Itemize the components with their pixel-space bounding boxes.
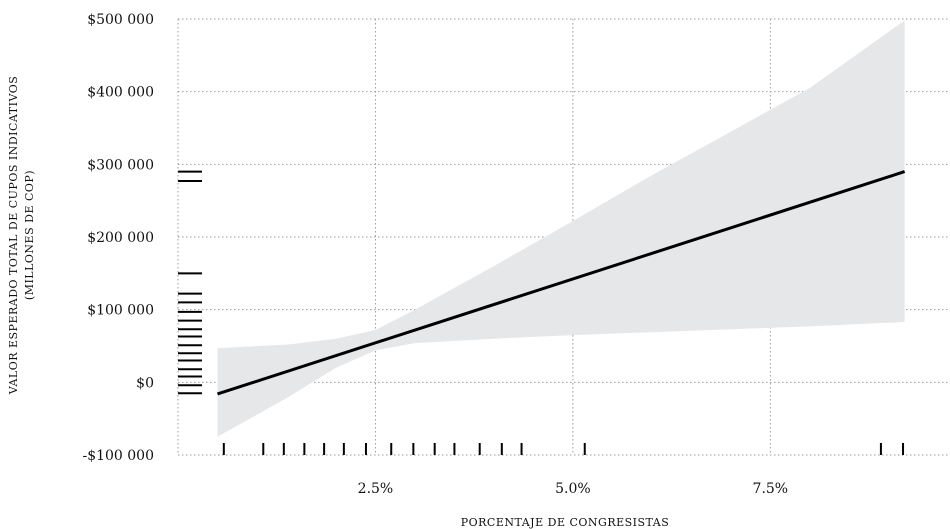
regression-line-layer	[217, 170, 906, 396]
x-axis-title: PORCENTAJE DE CONGRESISTAS	[461, 516, 670, 529]
y-axis-tick-labels: -$100 000 $0 $100 000 $200 000 $300 000 $400 …	[82, 12, 154, 464]
y-tick-label: -$100 000	[82, 448, 154, 464]
confidence-band	[217, 20, 905, 437]
x-tick-label: 2.5%	[358, 481, 394, 497]
y-tick-label: $0	[136, 375, 154, 391]
y-tick-label: $100 000	[87, 303, 154, 319]
x-axis-tick-labels: 2.5% 5.0% 7.5%	[358, 481, 788, 497]
y-tick-label: $300 000	[87, 157, 154, 173]
y-tick-label: $200 000	[87, 230, 154, 246]
rug-layer	[178, 170, 905, 455]
confidence-band-layer	[217, 20, 905, 437]
y-axis-title-line-2: (MILLONES DE COP)	[23, 170, 36, 300]
x-tick-label: 5.0%	[555, 481, 591, 497]
y-tick-label: $400 000	[87, 85, 154, 101]
y-tick-label: $500 000	[87, 12, 154, 28]
regression-line	[217, 170, 906, 396]
y-axis-title-line-1: VALOR ESPERADO TOTAL DE CUPOS INDICATIVO…	[7, 76, 20, 396]
x-tick-label: 7.5%	[753, 481, 789, 497]
